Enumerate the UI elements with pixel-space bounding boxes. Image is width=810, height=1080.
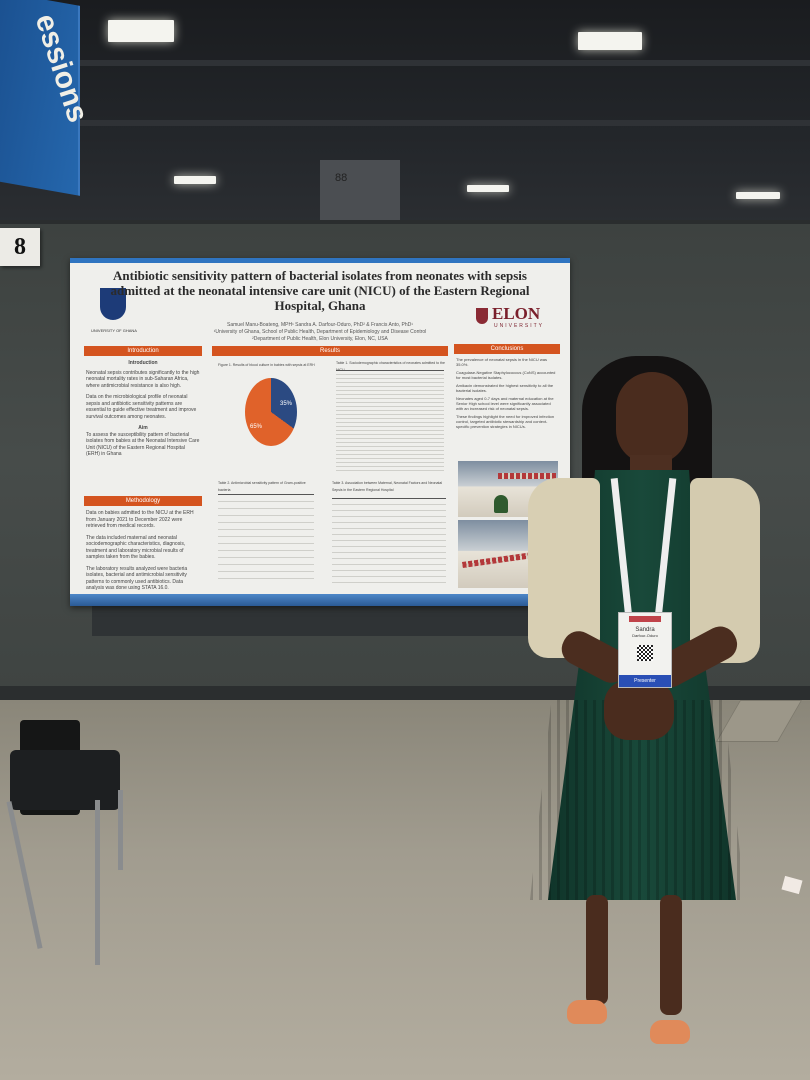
university-of-ghana-logo-icon [100, 288, 126, 320]
hospital-sign [498, 473, 556, 479]
introduction-header: Introduction [84, 346, 202, 356]
aim-header: Aim [138, 425, 148, 431]
methodology-header: Methodology [84, 496, 202, 506]
pie-label-negative: 65% [250, 424, 263, 430]
clasped-hands [604, 680, 674, 740]
methodology-column: Methodology Data on babies admitted to t… [84, 496, 202, 601]
badge-surname: Darfour-Oduro [632, 633, 658, 638]
chair-leg [118, 790, 123, 870]
qr-code-icon [637, 645, 653, 661]
ceiling-light [108, 20, 174, 42]
badge-name: Sandra Darfour-Oduro [619, 627, 671, 638]
table1-caption: Table 1. Sociodemographic characteristic… [336, 361, 445, 372]
introduction-column: Introduction Introduction Neonatal sepsi… [84, 346, 202, 467]
badge-role: Presenter [619, 675, 671, 687]
blood-culture-pie-chart [245, 378, 297, 446]
intro-bullet: Neonatal sepsis contributes significantl… [86, 369, 200, 389]
ceiling-light [578, 32, 642, 50]
authors-line: Samuel Manu-Boateng, MPH¹ Sandra A. Darf… [227, 322, 413, 328]
ceiling-beam [0, 120, 810, 126]
chair-seat [10, 750, 120, 810]
conclusion-bullet: Coagulase-Negative Staphylococcus (CoNS)… [456, 370, 556, 380]
chair-leg [95, 800, 100, 965]
table2-caption: Table 2. Antimicrobial sensitivity patte… [218, 481, 306, 492]
booth-number-sign: 8 [0, 228, 40, 266]
poster-top-border [70, 258, 570, 263]
badge-logo-icon [629, 616, 661, 622]
affiliation-1: ¹University of Ghana, School of Public H… [213, 329, 427, 335]
conclusions-header: Conclusions [454, 344, 560, 354]
cardigan-left [528, 478, 600, 658]
results-column: Results [212, 346, 448, 356]
name-badge: Sandra Darfour-Oduro Presenter [618, 612, 672, 688]
results-header: Results [212, 346, 448, 356]
table3-caption: Table 3. Association between Maternal, N… [332, 481, 443, 492]
face [616, 372, 688, 464]
conclusion-bullet: Neonates aged 0-7 days and maternal educ… [456, 396, 554, 411]
ceiling-beam [0, 60, 810, 66]
ceiling-light [736, 192, 780, 199]
table3 [332, 498, 446, 583]
method-bullet: The laboratory results analyzed were bac… [86, 565, 188, 592]
right-shoe [650, 1020, 690, 1044]
table1 [336, 370, 444, 471]
method-bullet: Data on babies admitted to the NICU at t… [86, 510, 194, 529]
poster-authors: Samuel Manu-Boateng, MPH¹ Sandra A. Darf… [190, 322, 450, 343]
poster-shadow [92, 606, 532, 636]
conclusion-bullet: These findings highlight the need for im… [456, 414, 555, 429]
tree [494, 495, 508, 513]
badge-first-name: Sandra [635, 627, 655, 633]
research-poster: UNIVERSITY OF GHANA Antibiotic sensitivi… [70, 258, 570, 606]
ceiling [0, 0, 810, 225]
pillar-label: 88 [335, 172, 348, 184]
elon-logo-sub: UNIVERSITY [494, 323, 545, 329]
conclusions-column: Conclusions The prevalence of neonatal s… [454, 344, 560, 435]
affiliation-2: ²Department of Public Health, Elon Unive… [252, 336, 388, 342]
figure-caption: Figure 1. Results of blood culture in ba… [218, 363, 315, 367]
aim-text: To assess the susceptibility pattern of … [86, 431, 200, 458]
intro-bullet: Data on the microbiological profile of n… [86, 394, 197, 420]
introduction-subheader: Introduction [128, 360, 158, 366]
method-bullet: The data included maternal and neonatal … [86, 534, 186, 561]
poster-title: Antibiotic sensitivity pattern of bacter… [110, 268, 530, 313]
pillar [320, 160, 400, 222]
ceiling-light [467, 185, 509, 192]
elon-logo: ELON [492, 304, 541, 323]
conclusion-bullet: The prevalence of neonatal sepsis in the… [456, 357, 547, 367]
left-shoe [567, 1000, 607, 1024]
table2 [218, 494, 314, 579]
right-leg [660, 895, 682, 1015]
left-leg [586, 895, 608, 1005]
ceiling-light [174, 176, 216, 184]
conclusion-bullet: Amikacin demonstrated the highest sensit… [456, 383, 554, 393]
poster-bottom-border [70, 594, 570, 606]
university-of-ghana-label: UNIVERSITY OF GHANA [91, 328, 137, 333]
elon-shield-icon [476, 308, 488, 324]
pie-label-positive: 35% [280, 401, 293, 407]
